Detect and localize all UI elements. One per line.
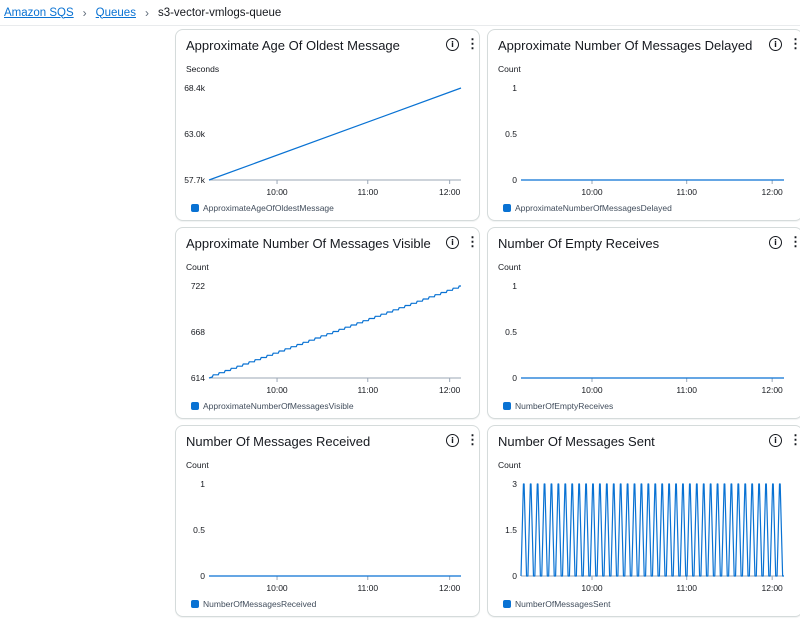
y-tick-label: 63.0k — [184, 129, 206, 139]
legend-swatch — [191, 204, 199, 212]
y-tick-label: 1 — [512, 83, 517, 93]
chart-legend[interactable]: NumberOfMessagesSent — [503, 599, 610, 609]
y-tick-label: 0.5 — [505, 129, 517, 139]
y-tick-label: 57.7k — [184, 175, 206, 185]
legend-swatch — [503, 204, 511, 212]
breadcrumb-amazon-sqs-link[interactable]: Amazon SQS — [4, 6, 74, 19]
x-tick-label: 10:00 — [266, 385, 288, 395]
metric-widget: Approximate Age Of Oldest Message i ⋮ Secon… — [175, 29, 480, 221]
y-tick-label: 722 — [191, 281, 205, 291]
legend-swatch — [191, 402, 199, 410]
chart-legend[interactable]: ApproximateNumberOfMessagesDelayed — [503, 203, 672, 213]
y-axis-unit-label: Count — [186, 460, 209, 470]
metric-widget: Number Of Messages Sent i ⋮ Count 3 1.5 0 10:00… — [487, 425, 800, 617]
metric-widget: Number Of Empty Receives i ⋮ Count 1 0.5 0 10:0… — [487, 227, 800, 419]
legend-label: ApproximateAgeOfOldestMessage — [203, 203, 334, 213]
breadcrumb-current-queue: s3-vector-vmlogs-queue — [157, 6, 282, 19]
x-tick-label: 11:00 — [676, 583, 697, 593]
chart-plot: 68.4k 63.0k 57.7k 10:00 11:00 12:00 — [184, 83, 462, 197]
x-tick-label: 10:00 — [581, 385, 603, 395]
more-vertical-icon[interactable]: ⋮ — [466, 36, 479, 51]
breadcrumb: Amazon SQS › Queues › s3-vector-vmlogs-q… — [0, 0, 800, 26]
y-tick-label: 1 — [512, 281, 517, 291]
y-axis-unit-label: Count — [498, 460, 521, 470]
chart-legend[interactable]: NumberOfEmptyReceives — [503, 401, 613, 411]
y-tick-label: 614 — [191, 373, 205, 383]
y-tick-label: 668 — [191, 327, 205, 337]
y-tick-label: 0.5 — [505, 327, 517, 337]
y-axis-unit-label: Count — [498, 262, 521, 272]
more-vertical-icon[interactable]: ⋮ — [789, 432, 800, 448]
y-tick-label: 0 — [512, 373, 517, 383]
more-vertical-icon[interactable]: ⋮ — [789, 234, 800, 250]
y-tick-label: 0 — [512, 571, 517, 581]
y-tick-label: 0 — [200, 571, 205, 581]
metric-widget: Approximate Number Of Messages Delayed i ⋮… — [487, 29, 800, 221]
more-vertical-icon[interactable]: ⋮ — [466, 432, 479, 447]
legend-label: NumberOfMessagesSent — [515, 599, 611, 609]
series-line — [520, 483, 784, 577]
x-tick-label: 10:00 — [266, 187, 288, 197]
x-tick-label: 12:00 — [439, 385, 461, 395]
chart-plot: 1 0.5 0 10:00 11:00 12:00 — [505, 281, 784, 395]
chevron-right-icon: › — [82, 5, 87, 20]
more-vertical-icon[interactable]: ⋮ — [789, 36, 800, 52]
y-tick-label: 3 — [512, 479, 517, 489]
chart-plot: 1 0.5 0 10:00 11:00 12:00 — [193, 479, 461, 593]
x-tick-label: 11:00 — [676, 385, 697, 395]
x-tick-label: 10:00 — [581, 187, 603, 197]
x-tick-label: 12:00 — [439, 583, 461, 593]
metric-widget: Approximate Number Of Messages Visible i ⋮… — [175, 227, 480, 419]
y-tick-label: 0.5 — [193, 525, 205, 535]
info-icon[interactable]: i — [446, 38, 459, 51]
widget-title: Number Of Messages Sent — [498, 434, 655, 449]
legend-label: ApproximateNumberOfMessagesVisible — [203, 401, 354, 411]
chart-legend[interactable]: ApproximateNumberOfMessagesVisible — [191, 401, 354, 411]
x-tick-label: 11:00 — [676, 187, 697, 197]
info-icon[interactable]: i — [769, 38, 782, 51]
legend-swatch — [503, 402, 511, 410]
x-tick-label: 12:00 — [762, 187, 784, 197]
y-axis-unit-label: Count — [498, 64, 521, 74]
legend-swatch — [503, 600, 511, 608]
x-tick-label: 12:00 — [762, 385, 784, 395]
x-tick-label: 10:00 — [266, 583, 288, 593]
y-tick-label: 0 — [512, 175, 517, 185]
widget-title: Number Of Empty Receives — [498, 236, 660, 251]
chevron-right-icon: › — [144, 5, 149, 20]
metric-widget: Number Of Messages Received i ⋮ Count 1 0.5 0 1… — [175, 425, 480, 617]
y-tick-label: 68.4k — [184, 83, 206, 93]
info-icon[interactable]: i — [769, 434, 782, 447]
y-tick-label: 1.5 — [505, 525, 517, 535]
breadcrumb-queues-link[interactable]: Queues — [95, 6, 136, 19]
info-icon[interactable]: i — [446, 434, 459, 447]
x-tick-label: 11:00 — [357, 187, 378, 197]
x-tick-label: 11:00 — [357, 583, 378, 593]
info-icon[interactable]: i — [446, 236, 459, 249]
chart-legend[interactable]: ApproximateAgeOfOldestMessage — [191, 203, 334, 213]
x-tick-label: 11:00 — [357, 385, 378, 395]
legend-label: NumberOfMessagesReceived — [203, 599, 317, 609]
legend-label: NumberOfEmptyReceives — [515, 401, 614, 411]
y-axis-unit-label: Count — [186, 262, 209, 272]
legend-swatch — [191, 600, 199, 608]
x-tick-label: 12:00 — [439, 187, 461, 197]
more-vertical-icon[interactable]: ⋮ — [466, 234, 479, 249]
chart-legend[interactable]: NumberOfMessagesReceived — [191, 599, 316, 609]
widget-title: Number Of Messages Received — [186, 434, 371, 449]
chart-plot: 722 668 614 10:00 11:00 12:00 — [191, 281, 461, 395]
x-tick-label: 10:00 — [581, 583, 603, 593]
widget-title: Approximate Age Of Oldest Message — [186, 38, 400, 53]
y-tick-label: 1 — [200, 479, 205, 489]
series-line — [208, 87, 462, 181]
widget-title: Approximate Number Of Messages Visible — [186, 236, 431, 251]
series-line — [208, 285, 461, 379]
info-icon[interactable]: i — [769, 236, 782, 249]
x-tick-label: 12:00 — [762, 583, 784, 593]
chart-plot: 1 0.5 0 10:00 11:00 12:00 — [505, 83, 784, 197]
y-axis-unit-label: Seconds — [186, 64, 220, 74]
legend-label: ApproximateNumberOfMessagesDelayed — [515, 203, 672, 213]
chart-plot: 3 1.5 0 10:00 11:00 12:00 — [505, 479, 784, 593]
widget-title: Approximate Number Of Messages Delayed — [498, 38, 753, 53]
